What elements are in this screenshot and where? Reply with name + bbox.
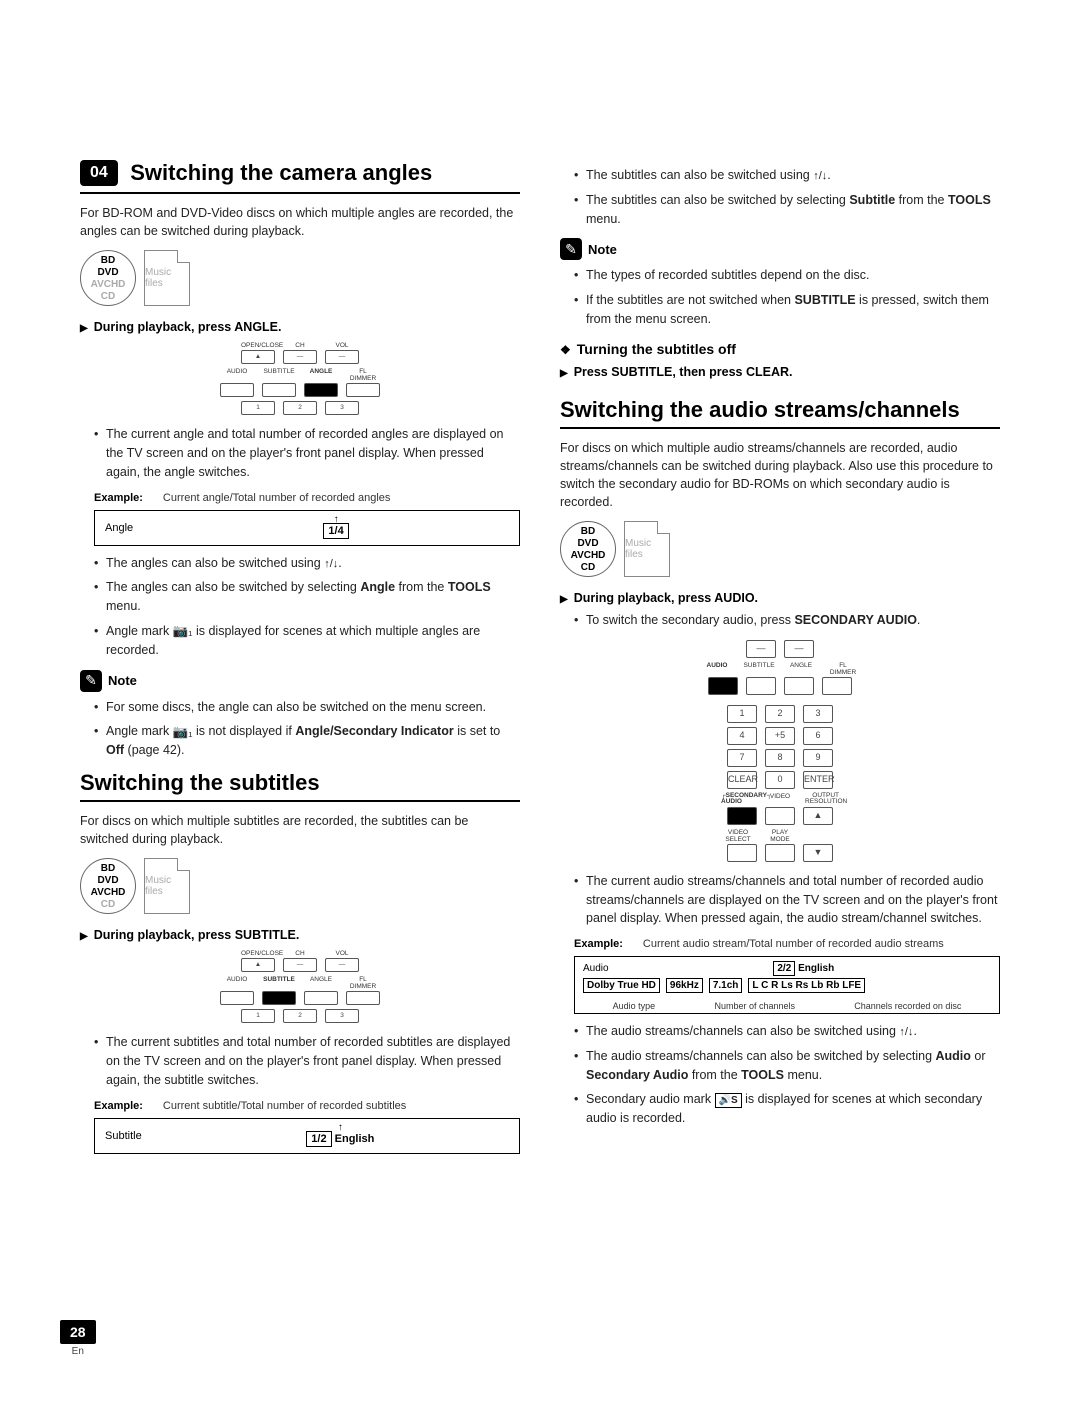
up-down-arrow-icon: ↑/↓ [899, 1026, 913, 1038]
section-1-bullet-list-1: The current angle and total number of re… [94, 425, 520, 481]
section-2-intro: For discs on which multiple subtitles ar… [80, 812, 520, 848]
angle-button [304, 383, 338, 397]
section-3-intro: For discs on which multiple audio stream… [560, 439, 1000, 512]
up-down-arrow-icon: ↑/↓ [813, 170, 827, 182]
section-1-intro: For BD-ROM and DVD-Video discs on which … [80, 204, 520, 240]
page-columns: 04 Switching the camera angles For BD-RO… [80, 160, 1000, 1162]
right-column: The subtitles can also be switched using… [560, 160, 1000, 1162]
file-icon: Music files [624, 521, 670, 577]
section-3-sub-bullet: To switch the secondary audio, press SEC… [574, 611, 1000, 630]
left-column: 04 Switching the camera angles For BD-RO… [80, 160, 520, 1162]
file-icon: Music files [144, 250, 190, 306]
right-top-bullets: The subtitles can also be switched using… [574, 166, 1000, 228]
section-1-title: Switching the camera angles [130, 160, 432, 185]
up-down-arrow-icon: ↑/↓ [324, 558, 338, 570]
section-2-bullet-list: The current subtitles and total number o… [94, 1033, 520, 1089]
camera-angle-icon: 📷₁ [173, 622, 193, 641]
section-1-title-row: 04 Switching the camera angles [80, 160, 520, 194]
subtitle-button [262, 991, 296, 1005]
camera-angle-icon: 📷₁ [173, 723, 193, 742]
section-3-bullet-after-remote: The current audio streams/channels and t… [574, 872, 1000, 928]
file-icon: Music files [144, 858, 190, 914]
disc-icon: BD DVD AVCHD CD [560, 521, 616, 577]
section-3-bullet-list-2: The audio streams/channels can also be s… [574, 1022, 1000, 1128]
section-3-title: Switching the audio streams/channels [560, 397, 1000, 429]
audio-button [708, 677, 738, 695]
right-note-bullets: The types of recorded subtitles depend o… [574, 266, 1000, 328]
section-1-example: Example: Current angle/Total number of r… [94, 492, 520, 546]
section-1-bullet-list-2: The angles can also be switched using ↑/… [94, 554, 520, 660]
section-1-note-header: ✎ Note [80, 670, 520, 692]
secondary-audio-button [727, 807, 757, 825]
disc-icon: BD DVD AVCHD CD [80, 858, 136, 914]
turning-subtitles-off-step: Press SUBTITLE, then press CLEAR. [560, 365, 1000, 379]
pencil-note-icon: ✎ [80, 670, 102, 692]
page-language: En [60, 1346, 96, 1357]
speaker-s-icon: 🔊S [715, 1093, 742, 1108]
remote-diagram-audio: — — AUDIO SUBTITLE ANGLE FL DIMMER 123 4… [680, 640, 880, 862]
section-2-step: During playback, press SUBTITLE. [80, 928, 520, 942]
section-2-example: Example: Current subtitle/Total number o… [94, 1100, 520, 1154]
turning-subtitles-off-heading: Turning the subtitles off [560, 341, 1000, 357]
remote-diagram-subtitle: OPEN/CLOSE CH VOL ▲ — — AUDIO SUBTITLE A… [210, 950, 390, 1023]
section-1-note-bullets: For some discs, the angle can also be sw… [94, 698, 520, 761]
section-1-disc-box: BD DVD AVCHD CD Music files [80, 250, 520, 306]
page-footer: 28 En [60, 1320, 96, 1357]
section-1-step: During playback, press ANGLE. [80, 320, 520, 334]
section-2-disc-box: BD DVD AVCHD CD Music files [80, 858, 520, 914]
right-note-header: ✎ Note [560, 238, 1000, 260]
section-2-title: Switching the subtitles [80, 770, 520, 802]
section-3-step: During playback, press AUDIO. [560, 591, 1000, 605]
chapter-badge: 04 [80, 160, 118, 186]
disc-icon: BD DVD AVCHD CD [80, 250, 136, 306]
page-number: 28 [60, 1320, 96, 1344]
remote-diagram-angle: OPEN/CLOSE CH VOL ▲ — — AUDIO SUBTITLE A… [210, 342, 390, 415]
section-3-disc-box: BD DVD AVCHD CD Music files [560, 521, 1000, 577]
pencil-note-icon: ✎ [560, 238, 582, 260]
section-3-example: Example: Current audio stream/Total numb… [574, 938, 1000, 1014]
